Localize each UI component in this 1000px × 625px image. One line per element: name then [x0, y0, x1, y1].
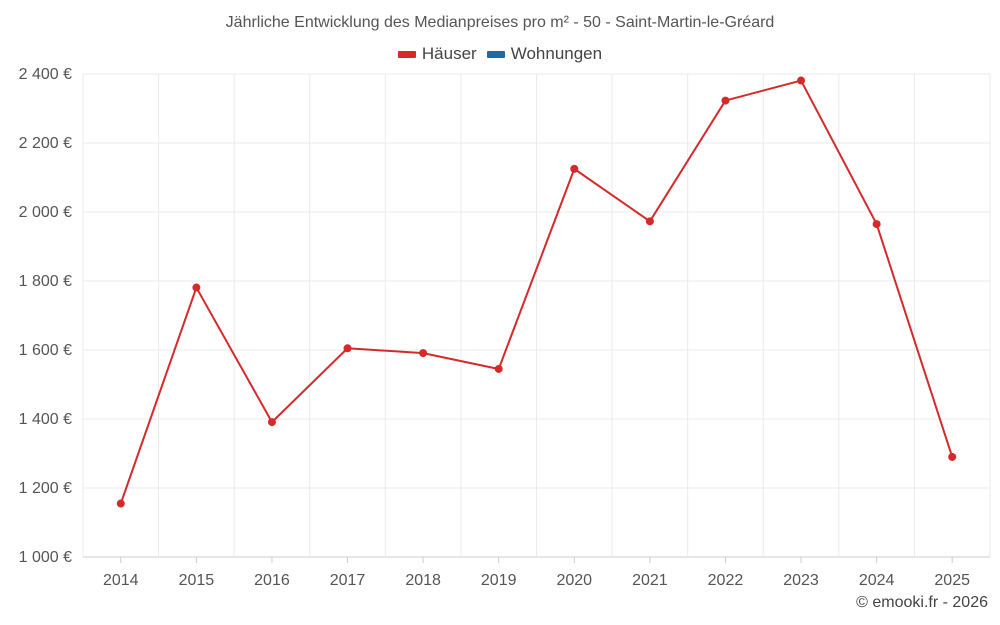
x-tick-label: 2025 [934, 572, 970, 589]
x-tick-label: 2017 [330, 572, 366, 589]
data-point[interactable] [948, 452, 957, 461]
y-tick-label: 1 600 € [19, 342, 72, 359]
data-point[interactable] [721, 96, 730, 105]
data-point[interactable] [343, 344, 352, 353]
grid [82, 73, 991, 558]
x-tick-label: 2015 [179, 572, 215, 589]
x-tick-label: 2024 [859, 572, 895, 589]
data-point[interactable] [267, 418, 276, 427]
y-tick-label: 2 000 € [19, 204, 72, 221]
legend: Häuser Wohnungen [0, 44, 1000, 64]
chart-title: Jährliche Entwicklung des Medianpreises … [225, 14, 775, 31]
data-point[interactable] [570, 164, 579, 173]
x-tick-label: 2014 [103, 572, 139, 589]
legend-swatch-haeuser [397, 50, 416, 58]
legend-item-haeuser[interactable]: Häuser [397, 44, 477, 64]
legend-label-wohnungen: Wohnungen [510, 44, 603, 63]
data-point[interactable] [419, 349, 428, 358]
x-tick-label: 2022 [708, 572, 744, 589]
legend-label-haeuser: Häuser [421, 44, 477, 63]
data-point[interactable] [116, 499, 125, 508]
legend-item-wohnungen[interactable]: Wohnungen [486, 44, 603, 64]
data-point[interactable] [645, 217, 654, 226]
data-point[interactable] [192, 283, 201, 292]
axes: 1 000 € 1 200 € 1 400 € 1 600 € 1 800 € 2 000… [19, 66, 970, 589]
y-tick-label: 2 400 € [19, 66, 72, 83]
series-line-0 [119, 79, 954, 504]
x-tick-label: 2018 [405, 572, 441, 589]
x-tick-label: 2020 [556, 572, 592, 589]
data-point[interactable] [494, 364, 503, 373]
y-tick-label: 1 200 € [19, 480, 72, 497]
y-tick-label: 1 000 € [19, 549, 72, 566]
x-tick-label: 2016 [254, 572, 290, 589]
x-tick-label: 2021 [632, 572, 668, 589]
credit-text: © emooki.fr - 2026 [856, 594, 988, 611]
y-tick-label: 1 800 € [19, 273, 72, 290]
x-tick-label: 2019 [481, 572, 517, 589]
data-point[interactable] [872, 220, 881, 229]
y-tick-label: 2 200 € [19, 135, 72, 152]
data-point[interactable] [797, 76, 806, 85]
series-layer [116, 76, 957, 508]
x-tick-label: 2023 [783, 572, 819, 589]
y-tick-label: 1 400 € [19, 411, 72, 428]
legend-swatch-wohnungen [486, 50, 505, 58]
